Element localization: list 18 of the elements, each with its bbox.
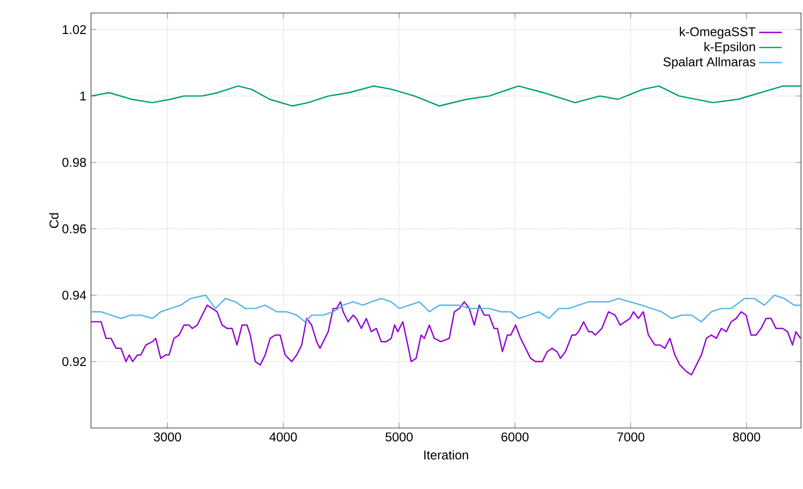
y-tick-label: 0.94 [62,290,86,300]
y-tick-label: 0.92 [62,357,86,366]
y-tick-label: 0.98 [62,158,86,167]
legend-label: k-OmegaSST [680,26,756,39]
x-tick-label: 8000 [733,432,760,442]
x-tick-label: 3000 [154,432,182,442]
y-tick-label: 1.02 [62,25,86,34]
y-axis-title: Cd [49,213,58,228]
y-tick-label: 1 [80,92,86,100]
legend-label: k-Epsilon [704,42,755,54]
legend-label: Spalart Allmaras [663,57,756,69]
x-tick-label: 5000 [386,432,413,442]
y-tick-label: 0.96 [62,224,86,234]
line-series [91,85,802,107]
x-tick-label: 6000 [501,432,529,442]
x-tick-label: 7000 [617,432,644,442]
x-tick-label: 4000 [269,432,297,442]
x-axis-title: Iteration [424,450,468,460]
